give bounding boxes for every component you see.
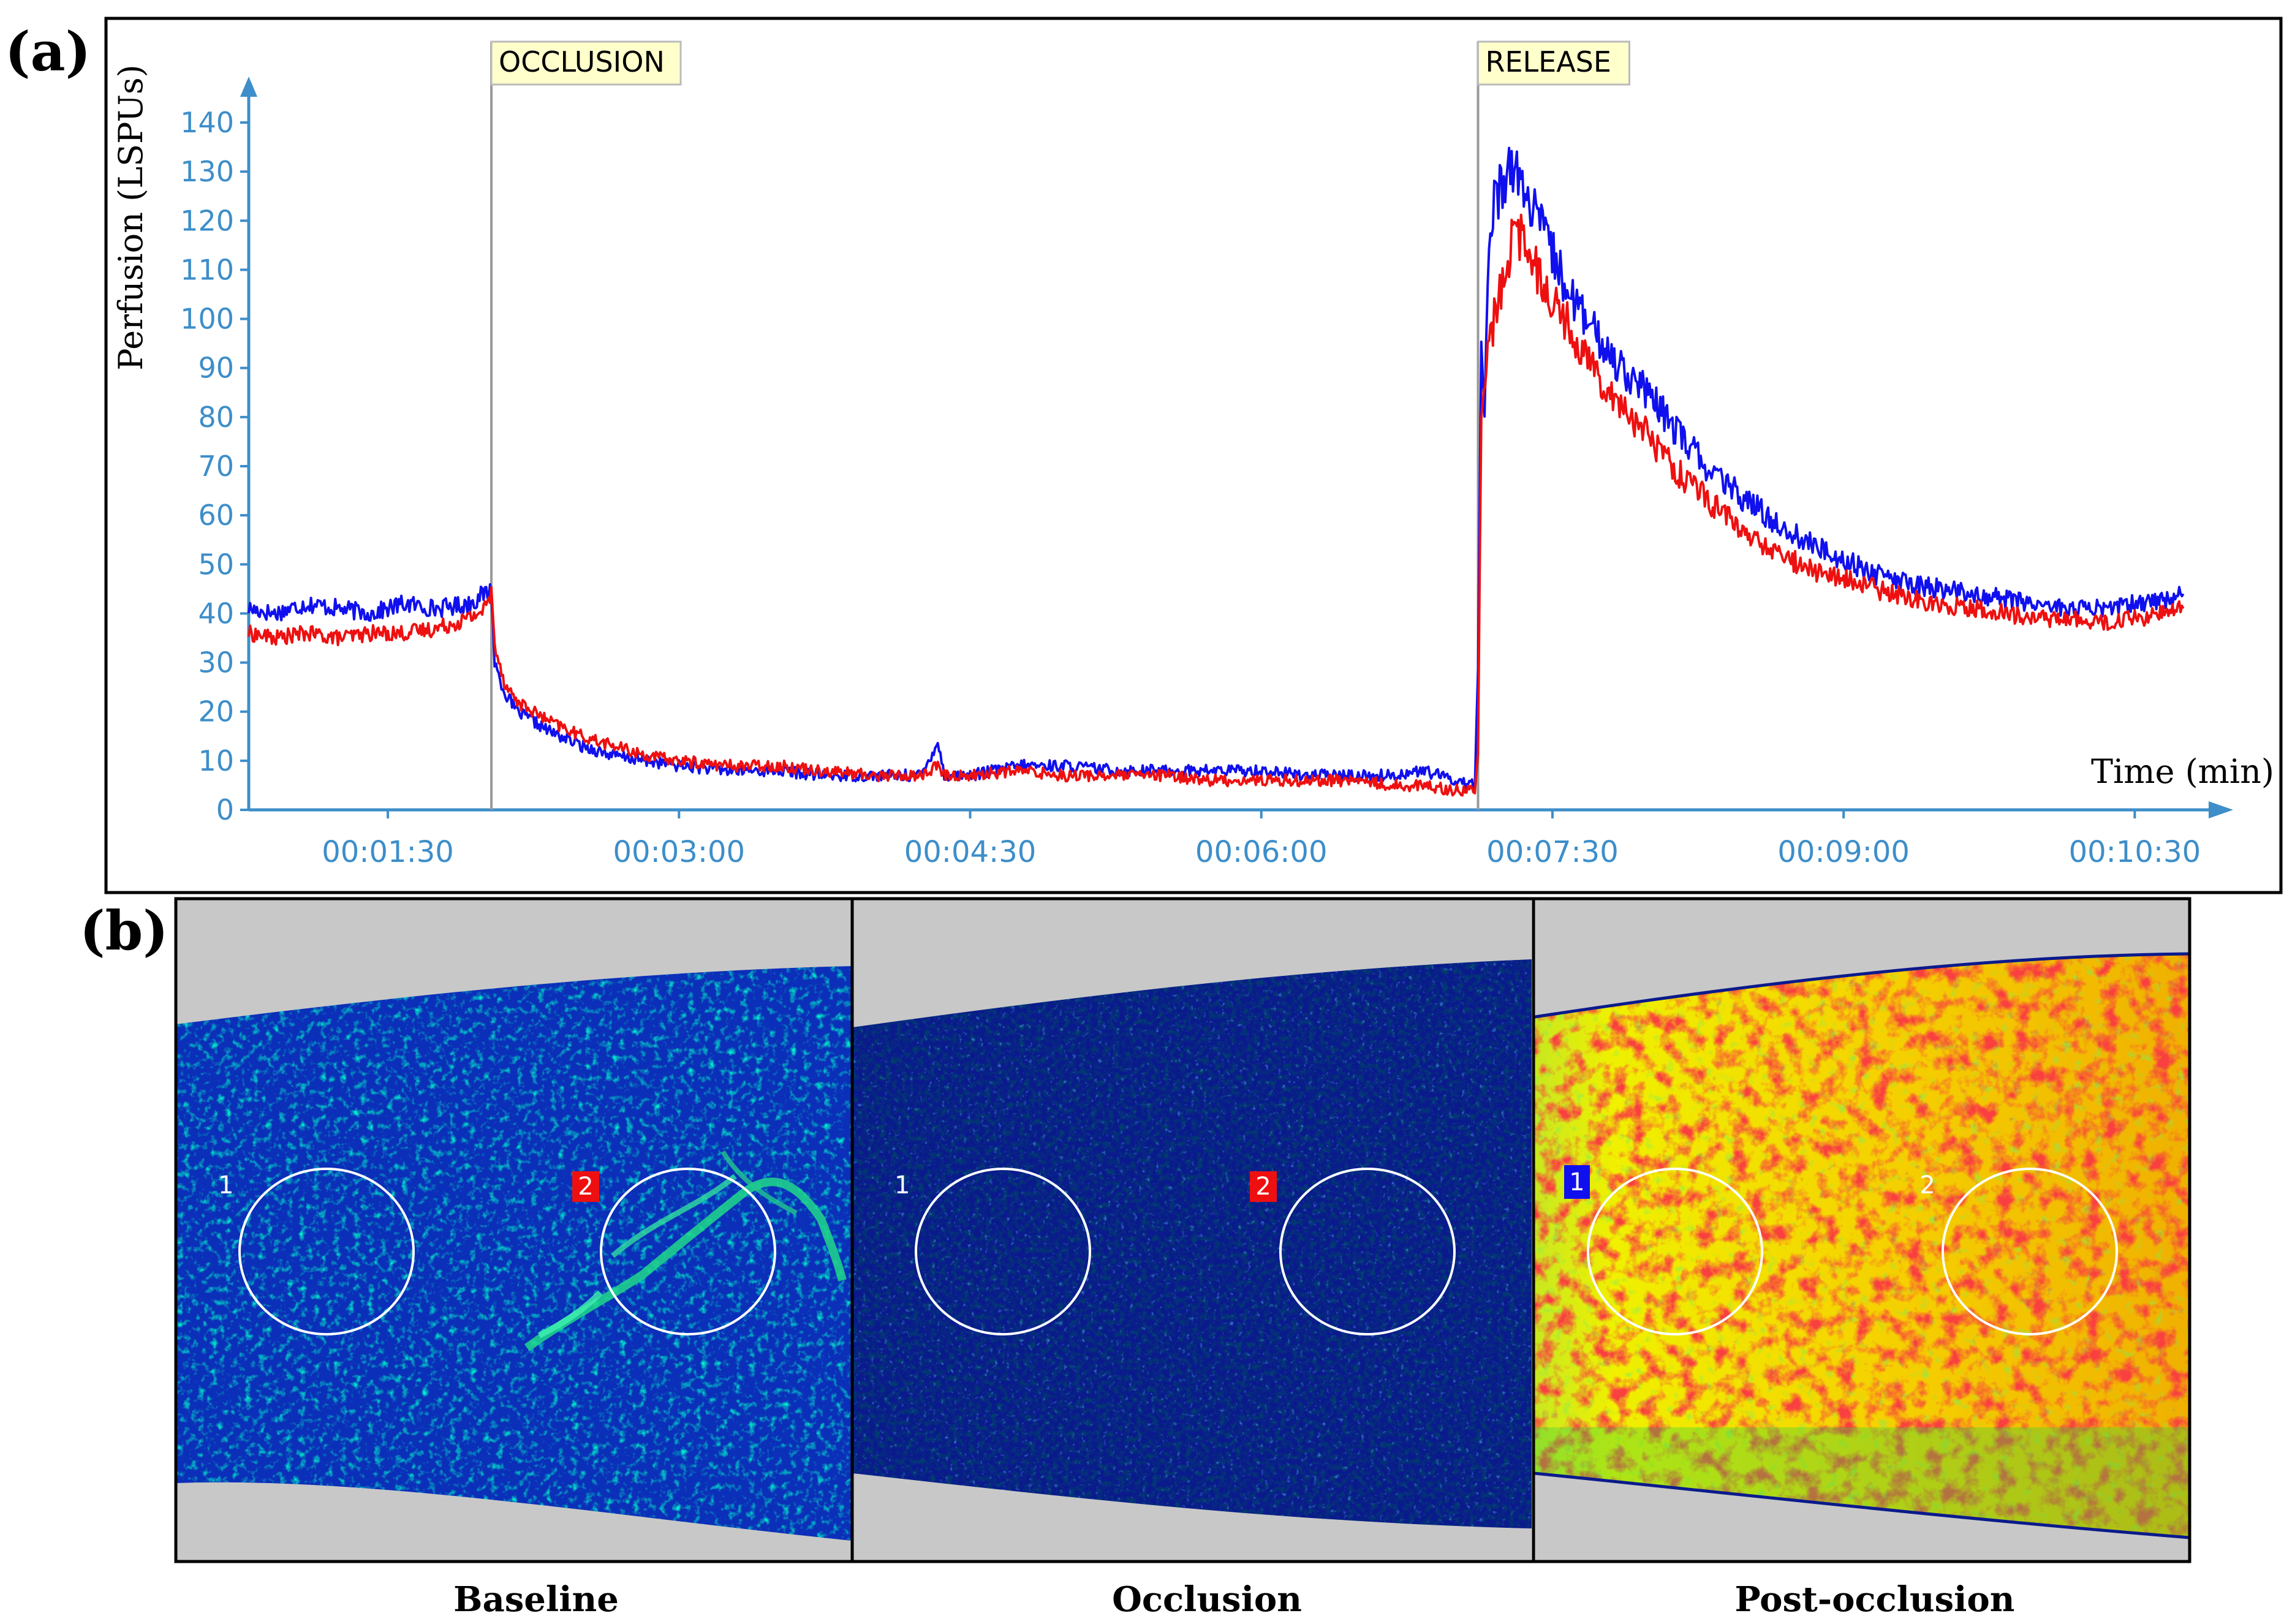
roi-label-1: 1 — [1569, 1168, 1584, 1196]
y-axis-title: Perfusion (LSPUs) — [112, 64, 150, 370]
y-tick-label: 30 — [198, 646, 234, 679]
y-tick-label: 80 — [198, 401, 234, 434]
caption-baseline: Baseline — [453, 1579, 619, 1620]
x-tick-label: 00:03:00 — [613, 835, 745, 869]
images-frame — [174, 897, 2191, 1563]
y-tick-label: 20 — [198, 695, 234, 728]
series-line-2 — [248, 213, 2185, 797]
roi-circle-2 — [1942, 1168, 2118, 1335]
post-occlusion-image: 1 2 — [1534, 899, 2190, 1560]
event-box — [490, 40, 682, 86]
y-tick-label: 110 — [180, 253, 234, 286]
baseline-image: 1 2 — [176, 899, 852, 1560]
event-box — [1477, 40, 1631, 86]
y-tick-label: 130 — [180, 155, 234, 188]
roi-badge-1 — [1564, 1165, 1590, 1199]
roi-label-2: 2 — [578, 1173, 593, 1201]
x-tick-label: 00:06:00 — [1195, 835, 1328, 869]
x-axis-arrow — [2209, 801, 2233, 818]
y-tick-label: 50 — [198, 548, 234, 581]
x-tick-label: 00:07:30 — [1486, 835, 1619, 869]
y-tick-label: 70 — [198, 450, 234, 483]
y-tick-label: 60 — [198, 499, 234, 532]
x-axis-title: Time (min) — [2091, 752, 2274, 791]
panel-b-label: (b) — [80, 899, 168, 962]
x-tick-label: 00:04:30 — [904, 835, 1037, 869]
roi-label-1: 1 — [218, 1171, 233, 1199]
chart-frame — [104, 17, 2283, 894]
event-label: OCCLUSION — [499, 45, 665, 78]
caption-post-occlusion: Post-occlusion — [1735, 1579, 2015, 1620]
caption-occlusion: Occlusion — [1112, 1579, 1302, 1620]
y-ticks: 0 10 20 30 40 50 60 70 80 90 100 110 120 130 140 — [180, 106, 249, 826]
event-markers: OCCLUSION RELEASE — [490, 40, 1631, 810]
x-tick-label: 00:10:30 — [2069, 835, 2201, 869]
y-tick-label: 0 — [216, 793, 234, 826]
series-line-1 — [248, 146, 2185, 792]
roi-badge-2 — [1250, 1171, 1277, 1202]
x-ticks: 00:01:30 00:03:00 00:04:30 00:06:00 00:07:30… — [322, 810, 2201, 869]
roi-circle-1 — [238, 1168, 415, 1335]
y-axis-arrow — [240, 77, 257, 97]
y-tick-label: 120 — [180, 204, 234, 237]
y-tick-label: 100 — [180, 303, 234, 336]
perfusion-chart: 0 10 20 30 40 50 60 70 80 90 100 110 120 130 140 00:01… — [112, 40, 2274, 869]
roi-badge-2 — [572, 1171, 599, 1202]
occlusion-image: 1 2 — [853, 899, 1532, 1560]
y-tick-label: 140 — [180, 106, 234, 139]
series-lines — [248, 146, 2185, 797]
y-tick-label: 90 — [198, 352, 234, 385]
x-tick-label: 00:09:00 — [1777, 835, 1910, 869]
roi-circle-2 — [1279, 1168, 1456, 1335]
roi-label-1: 1 — [894, 1171, 910, 1199]
y-tick-label: 40 — [198, 597, 234, 630]
roi-label-2: 2 — [1919, 1171, 1935, 1199]
x-tick-label: 00:01:30 — [322, 835, 454, 869]
roi-circle-2 — [600, 1168, 776, 1335]
y-tick-label: 10 — [198, 744, 234, 777]
roi-circle-1 — [1587, 1168, 1763, 1335]
roi-label-2: 2 — [1255, 1173, 1271, 1201]
roi-circle-1 — [915, 1168, 1091, 1335]
panel-a-label: (a) — [5, 20, 91, 83]
event-label: RELEASE — [1486, 45, 1611, 78]
